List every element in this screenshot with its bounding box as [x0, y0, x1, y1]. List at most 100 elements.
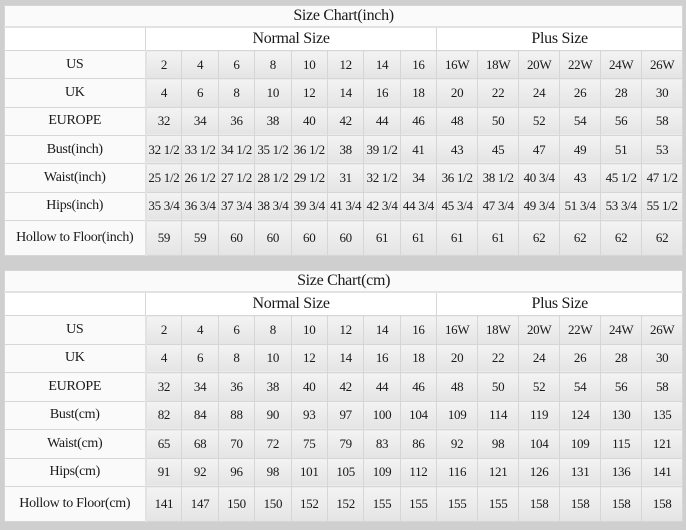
- table-cell: 62: [518, 220, 561, 256]
- table-cell: 47 3/4: [477, 191, 520, 222]
- table-cell: 38: [326, 134, 365, 165]
- table-cell: 124: [559, 400, 602, 430]
- table-cell: 32 1/2: [144, 134, 183, 165]
- table-cell: 36 3/4: [181, 191, 219, 222]
- table-cell: 90: [254, 400, 292, 430]
- table-cell: 43: [559, 163, 602, 193]
- table-cell: 62: [600, 220, 643, 256]
- group-normal-size: Normal Size: [144, 26, 438, 51]
- table-row: Hips(inch) 35 3/4 36 3/4 37 3/4 38 3/4 39 3/4…: [4, 191, 684, 222]
- table-cell: 104: [518, 429, 561, 459]
- empty-corner-cell: [4, 291, 146, 316]
- table-cell: 10: [254, 78, 292, 108]
- table-cell: 8: [217, 78, 256, 108]
- table-cell: 46: [399, 106, 438, 136]
- table-cell: 93: [290, 400, 328, 430]
- table-cell: 158: [641, 486, 684, 522]
- table-cell: 34 1/2: [217, 134, 256, 165]
- table-row: Waist(cm) 65 68 70 72 75 79 83 86 92 98 104 109 115 12…: [4, 429, 684, 459]
- table-cell: 115: [600, 429, 643, 459]
- table-cell: 33 1/2: [181, 134, 219, 165]
- table-cell: 22W: [559, 315, 602, 345]
- table-cell: 10: [254, 343, 292, 373]
- table-cell: 6: [181, 78, 219, 108]
- table-cell: 48: [436, 372, 479, 402]
- table-cell: 121: [641, 429, 684, 459]
- table-cell: 119: [518, 400, 561, 430]
- table-cell: 155: [399, 486, 438, 522]
- chart-title: Size Chart(cm): [3, 270, 684, 293]
- table-cell: 141: [641, 457, 684, 487]
- table-cell: 105: [326, 457, 365, 487]
- table-cell: 130: [600, 400, 643, 430]
- table-cell: 2: [144, 315, 183, 345]
- table-cell: 42: [326, 106, 365, 136]
- table-cell: 12: [326, 49, 365, 80]
- table-cell: 92: [436, 429, 479, 459]
- size-chart-cm: Size Chart(cm) Normal Size Plus Size US 2 4 6 8…: [3, 270, 684, 522]
- table-cell: 131: [559, 457, 602, 487]
- table-cell: 14: [326, 343, 365, 373]
- table-cell: 36 1/2: [290, 134, 328, 165]
- table-cell: 155: [477, 486, 520, 522]
- table-cell: 6: [217, 49, 256, 80]
- table-cell: 24: [518, 78, 561, 108]
- table-cell: 136: [600, 457, 643, 487]
- table-cell: 84: [181, 400, 219, 430]
- table-cell: 26: [559, 78, 602, 108]
- table-cell: 91: [144, 457, 183, 487]
- table-cell: 52: [518, 372, 561, 402]
- table-cell: 38 3/4: [254, 191, 292, 222]
- group-plus-size: Plus Size: [436, 291, 684, 316]
- table-cell: 135: [641, 400, 684, 430]
- table-cell: 114: [477, 400, 520, 430]
- table-cell: 51 3/4: [559, 191, 602, 222]
- table-cell: 88: [217, 400, 256, 430]
- table-cell: 12: [290, 343, 328, 373]
- table-cell: 2: [144, 49, 183, 80]
- row-label: Hips(cm): [4, 457, 147, 487]
- table-row: Hollow to Floor(cm) 141 147 150 150 152 152 155…: [4, 486, 684, 522]
- table-cell: 60: [254, 220, 292, 256]
- table-cell: 26W: [641, 315, 684, 345]
- row-label: UK: [4, 78, 147, 108]
- table-cell: 18W: [477, 49, 520, 80]
- table-cell: 36 1/2: [436, 163, 479, 193]
- table-cell: 16: [399, 49, 438, 80]
- table-cell: 18: [399, 78, 438, 108]
- table-cell: 24: [518, 343, 561, 373]
- table-cell: 20W: [518, 49, 561, 80]
- table-cell: 28: [600, 343, 643, 373]
- table-cell: 20: [436, 78, 479, 108]
- table-cell: 47: [518, 134, 561, 165]
- table-cell: 39 1/2: [363, 134, 401, 165]
- table-cell: 40 3/4: [518, 163, 561, 193]
- table-cell: 59: [144, 220, 183, 256]
- table-cell: 40: [290, 106, 328, 136]
- table-cell: 16W: [436, 315, 479, 345]
- table-cell: 70: [217, 429, 256, 459]
- table-cell: 56: [600, 372, 643, 402]
- table-cell: 14: [363, 49, 401, 80]
- table-cell: 22: [477, 343, 520, 373]
- table-cell: 44: [363, 372, 401, 402]
- group-plus-size: Plus Size: [436, 26, 684, 51]
- row-label: Hollow to Floor(cm): [4, 486, 147, 522]
- table-cell: 41: [399, 134, 438, 165]
- table-cell: 49: [559, 134, 602, 165]
- table-cell: 34: [181, 106, 219, 136]
- table-row: EUROPE 32 34 36 38 40 42 44 46 48 50 52 54 56 58: [4, 106, 684, 136]
- table-cell: 53 3/4: [600, 191, 643, 222]
- empty-corner-cell: [4, 26, 146, 51]
- table-cell: 32: [144, 106, 183, 136]
- row-label: Hips(inch): [4, 191, 147, 222]
- table-cell: 24W: [600, 49, 643, 80]
- table-cell: 109: [559, 429, 602, 459]
- table-cell: 121: [477, 457, 520, 487]
- table-cell: 20W: [518, 315, 561, 345]
- table-cell: 141: [144, 486, 183, 522]
- row-label: EUROPE: [4, 106, 147, 136]
- table-cell: 12: [326, 315, 365, 345]
- table-cell: 61: [477, 220, 520, 256]
- table-cell: 155: [436, 486, 479, 522]
